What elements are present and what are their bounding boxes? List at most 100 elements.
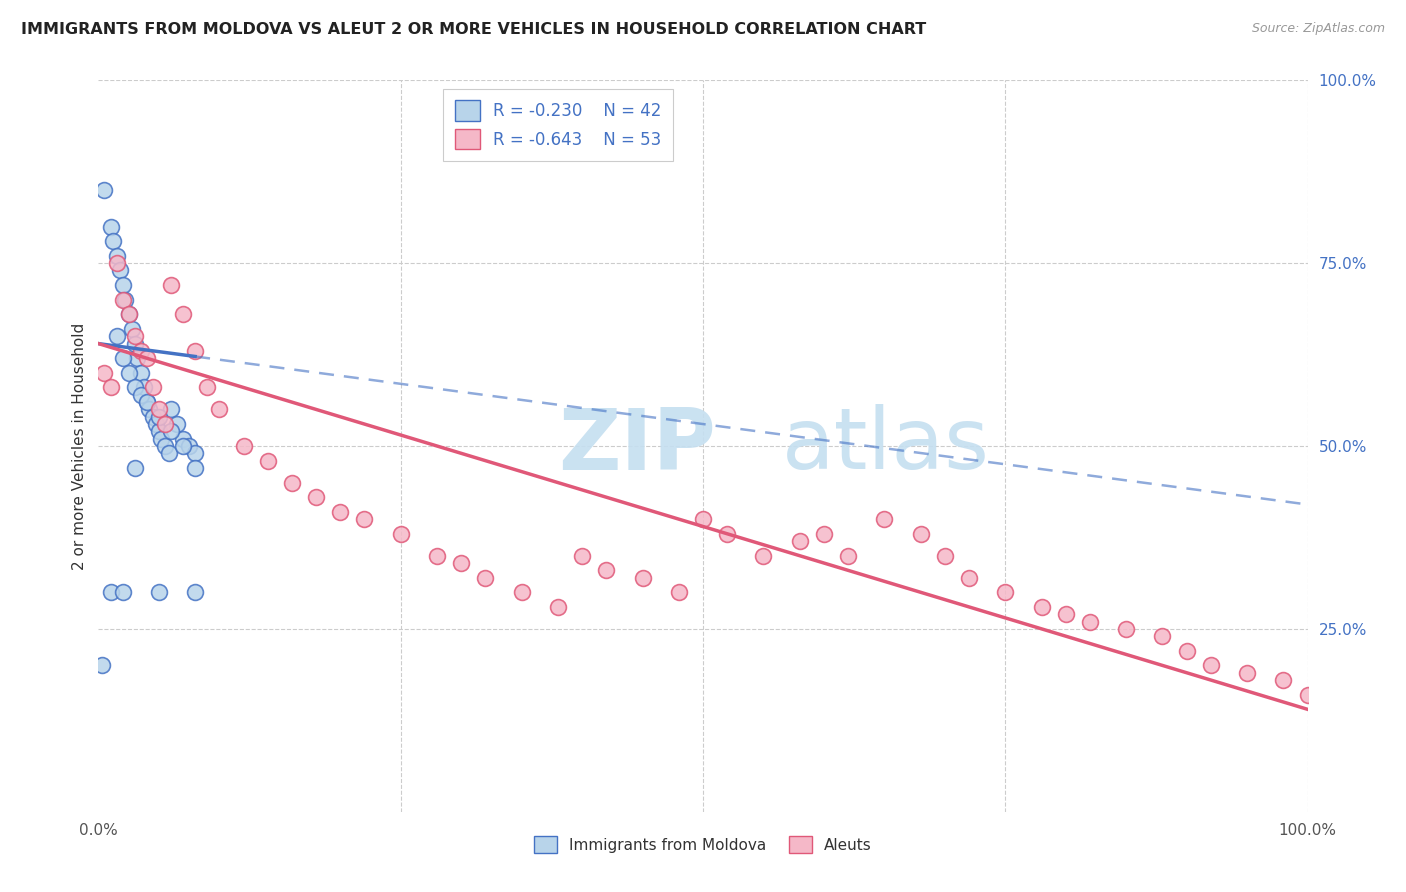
Point [105,329,128,343]
Point [474,571,496,585]
Point [138,402,160,417]
Point [118,307,141,321]
Point [716,526,738,541]
Point [450,556,472,570]
Point [153,417,176,431]
Point [124,336,146,351]
Point [353,512,375,526]
Text: IMMIGRANTS FROM MOLDOVA VS ALEUT 2 OR MORE VEHICLES IN HOUSEHOLD CORRELATION CHA: IMMIGRANTS FROM MOLDOVA VS ALEUT 2 OR MO… [21,22,927,37]
Point [547,599,569,614]
Point [111,585,134,599]
Point [101,234,124,248]
Point [142,380,165,394]
Point [124,461,146,475]
Point [111,278,134,293]
Point [100,380,122,394]
Point [910,526,932,541]
Point [1152,629,1174,643]
Point [179,439,201,453]
Point [184,585,207,599]
Point [668,585,690,599]
Point [1272,673,1295,687]
Point [232,439,254,453]
Point [184,461,207,475]
Point [184,343,207,358]
Point [1199,658,1222,673]
Point [789,534,811,549]
Point [1296,688,1319,702]
Point [114,293,136,307]
Point [172,432,194,446]
Point [160,402,183,417]
Point [150,432,173,446]
Legend: Immigrants from Moldova, Aleuts: Immigrants from Moldova, Aleuts [527,830,879,859]
Point [135,395,157,409]
Point [105,249,128,263]
Point [145,417,167,431]
Point [329,505,352,519]
Point [1054,607,1077,622]
Point [934,549,956,563]
Point [256,453,278,467]
Point [124,329,146,343]
Point [631,571,654,585]
Point [873,512,896,526]
Point [93,366,115,380]
Text: Source: ZipAtlas.com: Source: ZipAtlas.com [1251,22,1385,36]
Point [160,278,183,293]
Point [148,425,170,439]
Point [994,585,1017,599]
Point [91,658,114,673]
Point [389,526,412,541]
Point [124,380,146,394]
Point [157,446,180,460]
Point [100,219,122,234]
Point [752,549,775,563]
Point [135,395,157,409]
Point [957,571,980,585]
Point [571,549,593,563]
Text: atlas: atlas [782,404,990,488]
Point [172,307,194,321]
Point [135,351,157,366]
Y-axis label: 2 or more Vehicles in Household: 2 or more Vehicles in Household [72,322,87,570]
Point [100,585,122,599]
Point [426,549,449,563]
Point [127,351,149,366]
Point [305,490,328,504]
Point [105,256,128,270]
Point [1175,644,1198,658]
Point [813,526,835,541]
Point [166,417,188,431]
Point [148,402,170,417]
Point [172,439,194,453]
Point [111,293,134,307]
Point [148,585,170,599]
Point [1078,615,1101,629]
Point [134,380,156,394]
Point [837,549,859,563]
Point [1031,599,1053,614]
Point [510,585,533,599]
Point [108,263,131,277]
Point [111,351,134,366]
Point [93,183,115,197]
Text: ZIP: ZIP [558,404,716,488]
Point [129,343,152,358]
Point [118,307,141,321]
Point [121,322,143,336]
Point [595,563,617,577]
Point [195,380,218,394]
Point [129,366,152,380]
Point [1115,622,1137,636]
Point [184,446,207,460]
Point [160,425,183,439]
Point [153,439,176,453]
Point [142,409,165,424]
Point [1236,665,1258,680]
Point [208,402,231,417]
Point [281,475,304,490]
Point [692,512,714,526]
Point [148,409,170,424]
Point [129,388,152,402]
